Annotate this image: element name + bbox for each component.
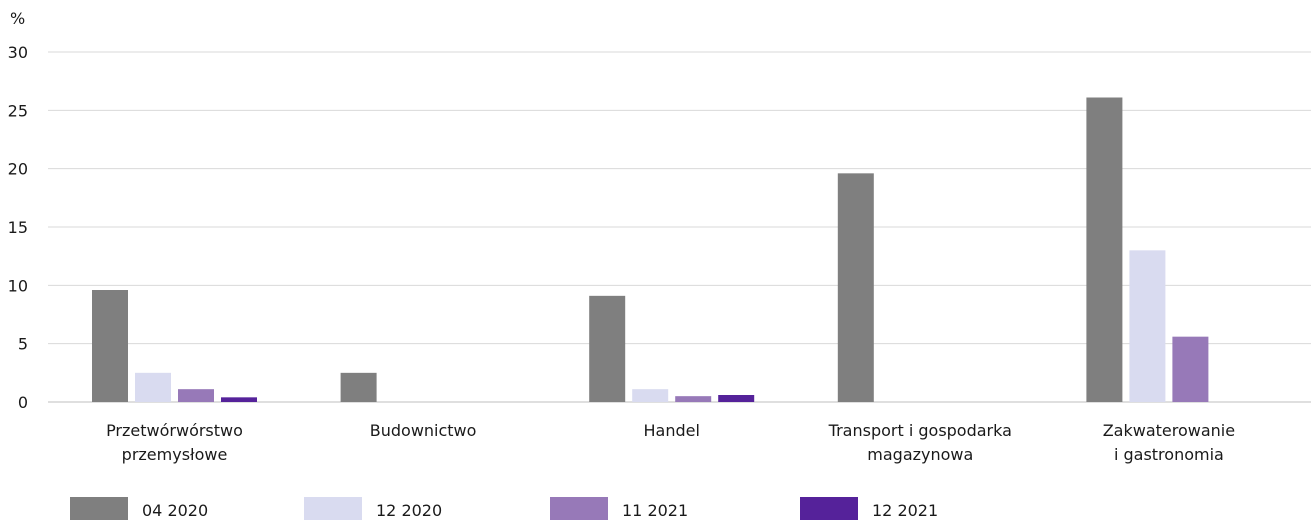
bar bbox=[718, 395, 755, 402]
legend-swatch bbox=[70, 497, 128, 520]
legend-label: 12 2020 bbox=[376, 501, 442, 520]
bar bbox=[135, 372, 171, 402]
bar bbox=[675, 396, 712, 402]
category-labels: Przetwórwórstwo przemysłowe Budownictwo Han… bbox=[106, 421, 1235, 464]
y-tick-label: 25 bbox=[8, 101, 28, 120]
grid-lines bbox=[48, 51, 1311, 403]
category-label: Przetwórwórstwo bbox=[106, 421, 243, 440]
bar bbox=[340, 372, 377, 402]
category-label: przemysłowe bbox=[122, 445, 228, 464]
category-label: i gastronomia bbox=[1114, 445, 1224, 464]
bar bbox=[837, 173, 874, 402]
y-tick-label: 5 bbox=[18, 335, 28, 354]
category-label: Budownictwo bbox=[370, 421, 477, 440]
legend-swatch bbox=[304, 497, 362, 520]
bars bbox=[92, 97, 1209, 402]
bar bbox=[1172, 336, 1209, 402]
bar bbox=[1086, 97, 1123, 402]
legend-label: 04 2020 bbox=[142, 501, 208, 520]
category-label: Transport i gospodarka bbox=[828, 421, 1012, 440]
y-tick-label: 10 bbox=[8, 276, 28, 295]
y-tick-label: 0 bbox=[18, 393, 28, 412]
category-label: Handel bbox=[643, 421, 699, 440]
bar bbox=[92, 290, 128, 402]
y-tick-label: 15 bbox=[8, 218, 28, 237]
bar bbox=[1129, 250, 1166, 402]
legend-label: 12 2021 bbox=[872, 501, 938, 520]
category-label: Zakwaterowanie bbox=[1103, 421, 1235, 440]
y-axis-ticks: 0 5 10 15 20 25 30 bbox=[8, 43, 28, 412]
bar bbox=[178, 389, 214, 402]
legend: 04 2020 12 2020 11 2021 12 2021 bbox=[70, 497, 938, 520]
y-axis-unit-label: % bbox=[10, 9, 25, 28]
legend-swatch bbox=[550, 497, 608, 520]
y-tick-label: 30 bbox=[8, 43, 28, 62]
bar bbox=[632, 389, 669, 402]
bar bbox=[221, 397, 257, 402]
legend-label: 11 2021 bbox=[622, 501, 688, 520]
bar bbox=[589, 295, 626, 402]
legend-swatch bbox=[800, 497, 858, 520]
category-label: magazynowa bbox=[867, 445, 973, 464]
y-tick-label: 20 bbox=[8, 160, 28, 179]
